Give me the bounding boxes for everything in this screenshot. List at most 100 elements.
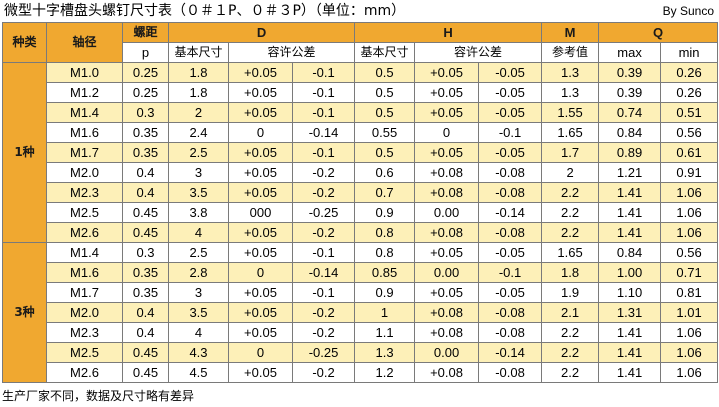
- table-cell: M2.6: [46, 362, 123, 383]
- table-row: M2.5 0.45 4.3 0 -0.25 1.3 0.00 -0.14 2.2 1.41 1.06: [3, 342, 719, 363]
- table-cell: 0.45: [122, 362, 169, 383]
- table-cell: 0.45: [122, 222, 169, 243]
- header-kind: 种类: [2, 22, 47, 63]
- table-cell: -0.08: [478, 222, 543, 243]
- table-cell: -0.2: [291, 322, 356, 343]
- table-cell: M2.6: [46, 222, 123, 243]
- table-cell: +0.05: [228, 82, 293, 103]
- table-cell: 1.3: [354, 342, 416, 363]
- table-cell: 1.55: [541, 102, 600, 123]
- table-cell: M1.6: [46, 122, 123, 143]
- table-cell: 2.2: [541, 182, 600, 203]
- table-cell: +0.08: [414, 182, 480, 203]
- table-cell: M1.4: [46, 102, 123, 123]
- header-pitch: 螺距: [122, 22, 169, 43]
- table-cell: 1.41: [598, 342, 662, 363]
- table-cell: -0.14: [291, 262, 356, 283]
- table-cell: M2.0: [46, 162, 123, 183]
- table-cell: 4.5: [168, 362, 229, 383]
- table-cell: 1.41: [598, 362, 662, 383]
- table-cell: 4: [168, 322, 229, 343]
- table-cell: 1.2: [354, 362, 416, 383]
- table-cell: -0.08: [478, 362, 543, 383]
- table-cell: +0.05: [414, 102, 480, 123]
- table-cell: 2.8: [168, 262, 229, 283]
- table-cell: 0.8: [354, 242, 416, 263]
- table-cell: +0.05: [414, 62, 480, 83]
- table-cell: 1.8: [168, 82, 229, 103]
- header-h: H: [354, 22, 543, 43]
- table-cell: +0.05: [228, 62, 293, 83]
- table-cell: -0.1: [478, 122, 543, 143]
- table-cell: 0.35: [122, 142, 169, 163]
- table-cell: M1.2: [46, 82, 123, 103]
- table-cell: 0.26: [660, 82, 719, 103]
- table-cell: +0.08: [414, 322, 480, 343]
- table-cell: +0.08: [414, 302, 480, 323]
- table-cell: M2.3: [46, 322, 123, 343]
- table-row: M1.7 0.35 2.5 +0.05 -0.1 0.5 +0.05 -0.05 1.7 0.89…: [3, 142, 719, 163]
- table-cell: +0.05: [228, 282, 293, 303]
- subheader-h-basic: 基本尺寸: [354, 42, 416, 63]
- table-cell: 4.3: [168, 342, 229, 363]
- subheader-d-basic: 基本尺寸: [168, 42, 229, 63]
- table-cell: 0.74: [598, 102, 662, 123]
- table-cell: 1.3: [541, 82, 600, 103]
- table-cell: +0.05: [414, 242, 480, 263]
- table-cell: +0.08: [414, 222, 480, 243]
- table-cell: 1.06: [660, 322, 719, 343]
- table-cell: 1.06: [660, 222, 719, 243]
- table-cell: 1.65: [541, 242, 600, 263]
- table-row: M1.6 0.35 2.8 0 -0.14 0.85 0.00 -0.1 1.8 1.00 0.71: [3, 262, 719, 283]
- table-cell: 2.2: [541, 342, 600, 363]
- table-cell: 0.4: [122, 162, 169, 183]
- table-cell: -0.1: [291, 62, 356, 83]
- table-cell: +0.08: [414, 362, 480, 383]
- table-cell: 2.4: [168, 122, 229, 143]
- table-cell: 0.71: [660, 262, 719, 283]
- page-title: 微型十字槽盘头螺钉尺寸表（０＃１P、０＃３P）（单位：mm）: [4, 3, 406, 19]
- table-cell: 2: [541, 162, 600, 183]
- table-cell: -0.05: [478, 242, 543, 263]
- table-cell: 3: [168, 282, 229, 303]
- table-cell: 0.89: [598, 142, 662, 163]
- header-m: M: [541, 22, 600, 43]
- table-cell: 0.6: [354, 162, 416, 183]
- title-bar: 微型十字槽盘头螺钉尺寸表（０＃１P、０＃３P）（单位：mm） By Sunco: [4, 2, 716, 20]
- table-cell: 0: [414, 122, 480, 143]
- table-cell: 0.39: [598, 82, 662, 103]
- table-cell: 0.61: [660, 142, 719, 163]
- table-cell: 0.4: [122, 302, 169, 323]
- table-cell: 1.1: [354, 322, 416, 343]
- table-cell: 1.06: [660, 202, 719, 223]
- table-cell: 0.85: [354, 262, 416, 283]
- table-cell: 1.41: [598, 322, 662, 343]
- table-cell: -0.25: [291, 342, 356, 363]
- group-label: 3种: [2, 242, 47, 383]
- table-cell: +0.05: [414, 82, 480, 103]
- table-cell: -0.08: [478, 322, 543, 343]
- table-cell: 0.5: [354, 62, 416, 83]
- table-cell: 3.8: [168, 202, 229, 223]
- table-cell: 1.01: [660, 302, 719, 323]
- table-cell: 0.35: [122, 122, 169, 143]
- table-cell: -0.14: [478, 202, 543, 223]
- table-cell: 1.00: [598, 262, 662, 283]
- table-cell: -0.08: [478, 182, 543, 203]
- table-cell: M1.4: [46, 242, 123, 263]
- table-cell: 0.51: [660, 102, 719, 123]
- table-cell: 3: [168, 162, 229, 183]
- table-cell: -0.05: [478, 82, 543, 103]
- table-cell: 0.5: [354, 102, 416, 123]
- table-cell: -0.14: [291, 122, 356, 143]
- table-cell: +0.08: [414, 162, 480, 183]
- table-cell: -0.1: [291, 242, 356, 263]
- table-row: M2.0 0.4 3.5 +0.05 -0.2 1 +0.08 -0.08 2.1 1.31 1.0…: [3, 302, 719, 323]
- table-cell: +0.05: [228, 362, 293, 383]
- table-cell: -0.05: [478, 142, 543, 163]
- table-cell: M1.7: [46, 142, 123, 163]
- table-cell: M2.5: [46, 342, 123, 363]
- table-cell: M1.6: [46, 262, 123, 283]
- table-cell: 0.26: [660, 62, 719, 83]
- table-cell: 0.25: [122, 82, 169, 103]
